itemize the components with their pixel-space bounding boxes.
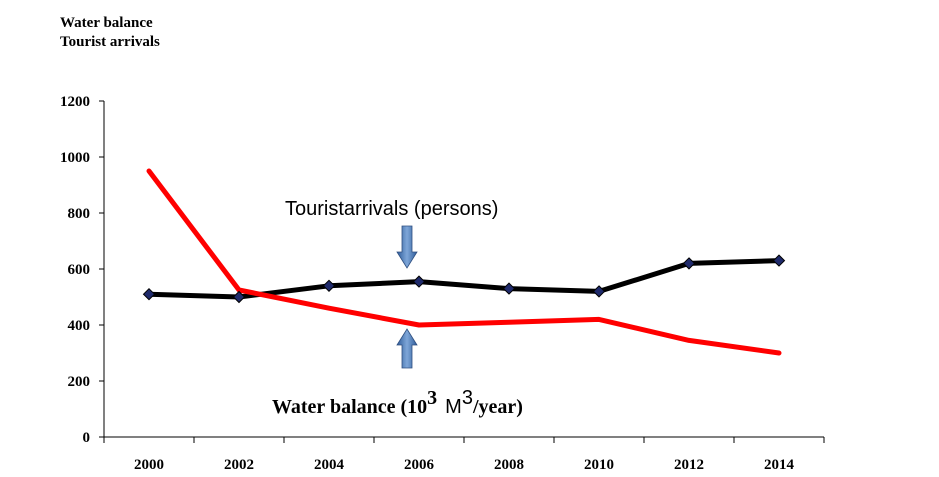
y-tick-label: 200 [68, 374, 91, 390]
x-tick-label: 2000 [134, 457, 164, 473]
legend-title-tourist: Tourist arrivals [60, 34, 160, 50]
x-tick-label: 2002 [224, 457, 254, 473]
series-layer [142, 168, 786, 356]
y-tick-label: 1200 [60, 94, 90, 110]
annotation-water-balance: Water balance (103 M3/year) [272, 387, 523, 418]
data-point-tourist [412, 275, 426, 288]
x-tick-label: 2008 [494, 457, 524, 473]
y-tick-label: 600 [68, 262, 91, 278]
y-tick-label: 800 [68, 206, 91, 222]
x-tick-label: 2004 [314, 457, 345, 473]
data-point-tourist [502, 282, 516, 295]
y-tick-label: 0 [83, 430, 91, 446]
x-tick-label: 2006 [404, 457, 435, 473]
series-line-water [146, 168, 782, 356]
legend-title-water: Water balance [60, 15, 153, 31]
data-point-tourist [682, 257, 696, 270]
x-tick-label: 2010 [584, 457, 614, 473]
x-tick-label: 2012 [674, 457, 704, 473]
up-arrow-icon [396, 328, 418, 369]
down-arrow-icon [396, 225, 418, 269]
annotation-tourist-arrivals: Touristarrivals (persons) [285, 198, 498, 220]
data-point-tourist [592, 285, 606, 298]
x-tick-label: 2014 [764, 457, 795, 473]
y-tick-label: 400 [68, 318, 91, 334]
y-tick-label: 1000 [60, 150, 90, 166]
data-point-tourist [142, 287, 156, 301]
data-point-tourist [772, 254, 786, 267]
data-point-tourist [322, 279, 336, 293]
data-point-tourist [232, 290, 246, 304]
chart-axes: 0 200 400 600 800 1000 1200 2000 2002 2004 2006 200… [60, 94, 825, 473]
annotation-layer: Touristarrivals (persons) Water balance … [272, 198, 523, 418]
